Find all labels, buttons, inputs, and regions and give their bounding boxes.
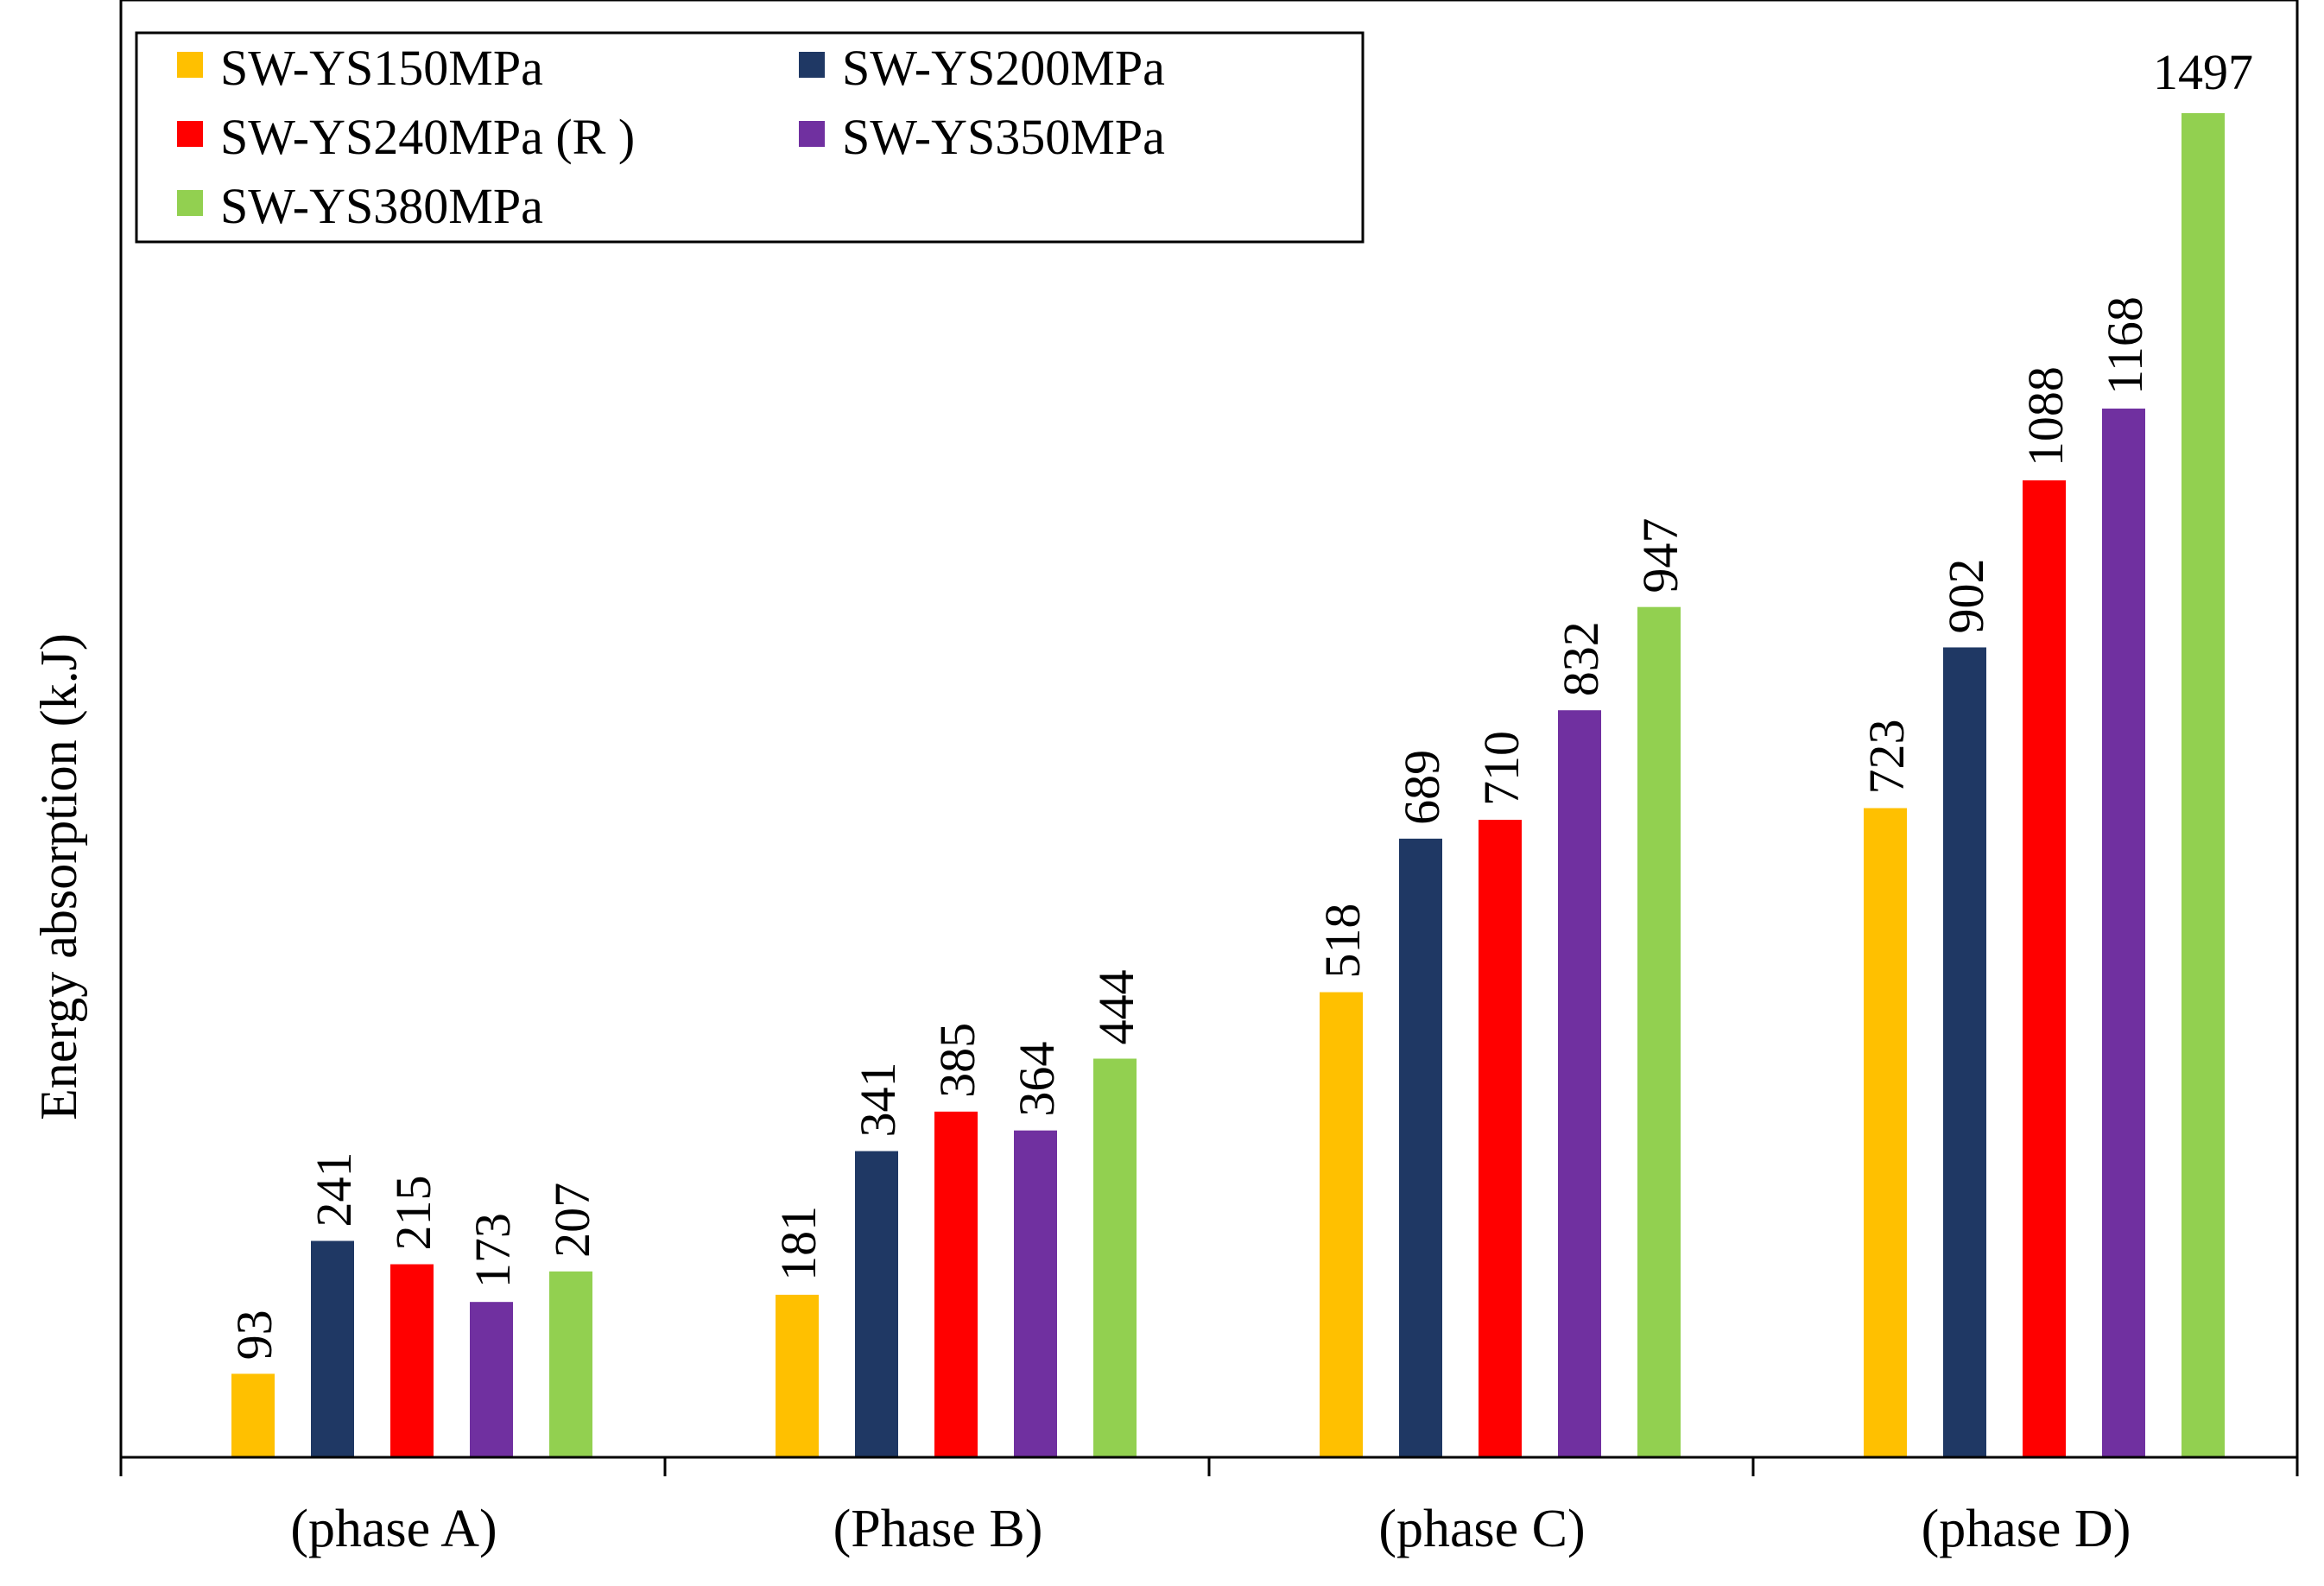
legend-entry-label: SW-YS350MPa: [842, 109, 1165, 165]
bar: [1014, 1130, 1057, 1457]
data-label: 832: [1553, 621, 1609, 696]
bar: [1558, 710, 1601, 1457]
data-label: 723: [1859, 720, 1915, 795]
bar: [2182, 113, 2225, 1457]
data-label: 689: [1394, 750, 1450, 825]
data-label: 444: [1088, 970, 1144, 1045]
data-label: 215: [385, 1176, 441, 1251]
data-label: 710: [1473, 731, 1529, 806]
legend-swatch: [799, 52, 825, 78]
bars-layer: [231, 113, 2225, 1458]
category-label: (phase C): [1378, 1500, 1585, 1558]
y-axis-label: Energy absorption (k.J): [30, 633, 87, 1120]
data-label: 341: [850, 1063, 906, 1138]
bar: [1479, 820, 1522, 1457]
data-label: 947: [1632, 518, 1688, 593]
x-axis: [119, 1456, 2299, 1476]
category-label: (phase A): [290, 1500, 497, 1558]
data-label: 902: [1938, 558, 1994, 633]
bar: [1637, 606, 1681, 1457]
data-label: 1168: [2097, 296, 2153, 395]
bar: [1093, 1058, 1137, 1457]
bar: [549, 1271, 592, 1457]
legend-box: [135, 31, 1365, 244]
category-label: (Phase B): [833, 1500, 1043, 1558]
bar: [855, 1151, 898, 1457]
bar: [231, 1373, 275, 1457]
bar: [934, 1111, 978, 1457]
legend-entry-label: SW-YS380MPa: [220, 178, 543, 234]
data-labels-layer: 93 241 215 173 207 181 341 385 364 444 518 689 710 83…: [226, 44, 2253, 1360]
bar: [390, 1264, 434, 1457]
bar: [2102, 408, 2145, 1458]
bar: [1320, 992, 1363, 1457]
bar: [470, 1302, 513, 1457]
legend-swatch: [177, 190, 203, 216]
data-label: 241: [306, 1152, 362, 1228]
category-labels-layer: (phase A) (Phase B) (phase C) (phase D): [290, 1500, 2131, 1558]
data-label: 181: [770, 1206, 826, 1281]
data-label: 93: [226, 1310, 282, 1360]
bar: [2023, 480, 2066, 1457]
data-label: 1088: [2017, 366, 2074, 466]
legend: SW-YS150MPa SW-YS200MPa SW-YS240MPa (R ) SW…: [135, 31, 1365, 244]
bar: [1864, 808, 1907, 1457]
data-label: 385: [929, 1023, 985, 1098]
data-label: 364: [1009, 1042, 1065, 1117]
legend-swatch: [177, 52, 203, 78]
legend-entry-label: SW-YS200MPa: [842, 40, 1165, 96]
legend-swatch: [799, 121, 825, 147]
legend-swatch: [177, 121, 203, 147]
bar: [776, 1294, 819, 1457]
legend-entry-label: SW-YS240MPa (R ): [220, 109, 635, 165]
data-label: 207: [544, 1183, 600, 1258]
bar: [1943, 647, 1986, 1457]
bar: [1399, 838, 1442, 1457]
category-label: (phase D): [1922, 1500, 2131, 1558]
data-label: 518: [1314, 904, 1371, 979]
bar: [311, 1240, 354, 1457]
data-label: 173: [465, 1213, 521, 1288]
legend-entry-label: SW-YS150MPa: [220, 40, 543, 96]
data-label: 1497: [2153, 44, 2253, 100]
